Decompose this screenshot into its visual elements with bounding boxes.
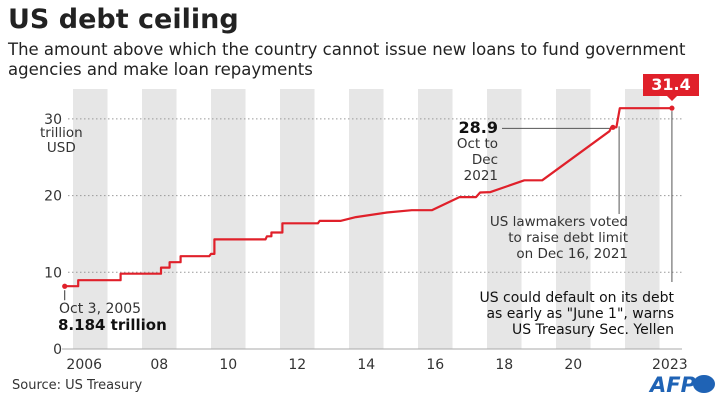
end-point bbox=[669, 105, 675, 111]
mid-value-label: 28.9 bbox=[458, 118, 498, 137]
y-tick-label: 10 bbox=[44, 265, 62, 281]
start-value-label: 8.184 trillion bbox=[58, 316, 167, 334]
year-band bbox=[625, 89, 660, 349]
source-note: Source: US Treasury bbox=[12, 378, 143, 393]
y-axis-label-line: USD bbox=[46, 140, 76, 156]
year-band bbox=[73, 89, 108, 349]
vote-line: on Dec 16, 2021 bbox=[516, 246, 628, 262]
x-tick-label: 18 bbox=[495, 357, 513, 373]
mid-date-line: 2021 bbox=[463, 168, 498, 184]
chart-title: US debt ceiling bbox=[8, 4, 239, 35]
start-date-label: Oct 3, 2005 bbox=[59, 301, 142, 317]
default-line: US could default on its debt bbox=[479, 290, 674, 306]
x-tick-label: 12 bbox=[288, 357, 306, 373]
chart-subtitle: The amount above which the country canno… bbox=[8, 40, 686, 79]
vote-line: US lawmakers voted bbox=[489, 214, 628, 230]
year-band bbox=[211, 89, 246, 349]
y-tick-label: 20 bbox=[44, 189, 62, 205]
year-band bbox=[556, 89, 591, 349]
debt-ceiling-line bbox=[64, 107, 672, 288]
y-axis-label-line: trillion bbox=[40, 125, 83, 141]
vote-annotation: US lawmakers voted to raise debt limit o… bbox=[440, 214, 628, 262]
mid-date-line: Oct to Dec bbox=[456, 136, 498, 168]
x-tick-label: 14 bbox=[357, 357, 375, 373]
year-band bbox=[280, 89, 315, 349]
mid-annotation: 28.9 Oct to Dec 2021 bbox=[430, 118, 498, 185]
afp-logo-dot-icon bbox=[693, 375, 715, 393]
mid-point bbox=[610, 124, 616, 130]
y-tick-label: 0 bbox=[53, 342, 62, 358]
x-tick-label: 08 bbox=[150, 357, 168, 373]
afp-logo: AFP bbox=[650, 373, 696, 397]
start-point bbox=[62, 283, 68, 289]
default-line: as early as "June 1", warns bbox=[486, 306, 674, 322]
year-band bbox=[349, 89, 384, 349]
x-tick-label: 10 bbox=[219, 357, 237, 373]
x-tick-label: 20 bbox=[564, 357, 582, 373]
x-tick-label: 2023 bbox=[652, 357, 688, 373]
default-annotation: US could default on its debt as early as… bbox=[400, 290, 674, 338]
x-tick-label: 16 bbox=[426, 357, 444, 373]
peak-value-badge: 31.4 bbox=[643, 74, 699, 101]
year-band bbox=[142, 89, 177, 349]
year-band bbox=[418, 89, 453, 349]
x-tick-label: 2006 bbox=[66, 357, 102, 373]
default-line: US Treasury Sec. Yellen bbox=[511, 322, 674, 338]
y-tick-label: 30 bbox=[44, 112, 62, 128]
y-axis-label: trillion USD bbox=[40, 126, 83, 156]
year-band bbox=[487, 89, 522, 349]
vote-line: to raise debt limit bbox=[508, 230, 628, 246]
